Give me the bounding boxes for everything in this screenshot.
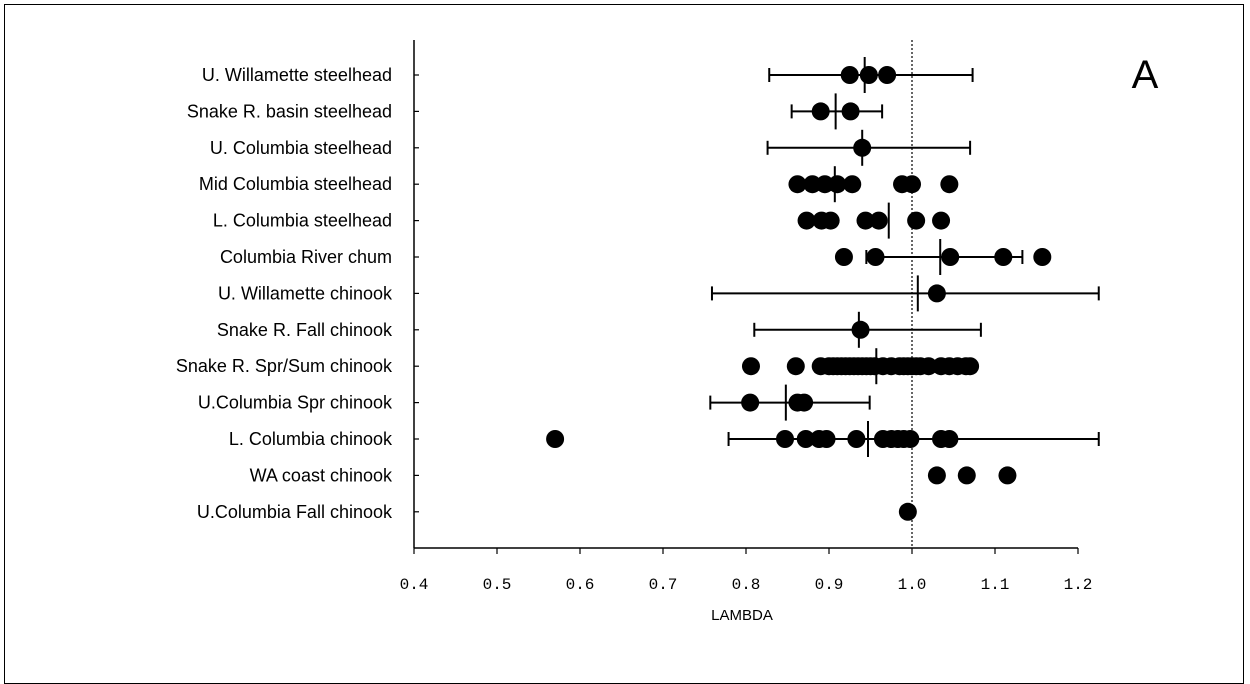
data-point <box>919 357 938 376</box>
x-tick-label: 0.6 <box>566 576 595 594</box>
data-point <box>927 466 946 485</box>
category-label: L. Columbia chinook <box>229 429 393 449</box>
data-point <box>834 248 853 266</box>
data-point <box>940 430 959 448</box>
data-point <box>940 175 959 194</box>
data-point <box>840 66 859 84</box>
category-label: U. Willamette steelhead <box>202 65 392 85</box>
category-label: U. Columbia steelhead <box>210 138 392 158</box>
x-tick-label: 1.1 <box>981 576 1010 594</box>
data-point <box>898 502 917 521</box>
data-point <box>776 430 795 448</box>
chart-frame <box>4 4 1244 684</box>
data-point <box>741 357 760 376</box>
data-point <box>866 248 885 266</box>
x-tick-label: 1.2 <box>1064 576 1093 594</box>
data-point <box>741 393 760 412</box>
x-tick-label: 0.8 <box>732 576 761 594</box>
data-point <box>843 175 862 194</box>
data-point <box>856 211 875 230</box>
data-point <box>869 211 888 230</box>
data-point <box>901 430 920 448</box>
category-label: Columbia River chum <box>220 247 392 267</box>
data-point <box>841 102 860 121</box>
data-point <box>957 466 976 485</box>
category-label: U.Columbia Spr chinook <box>198 393 393 413</box>
data-point <box>795 393 814 412</box>
data-point <box>903 175 921 194</box>
data-point <box>847 430 866 448</box>
data-point <box>546 430 565 448</box>
x-axis-label: LAMBDA <box>711 607 773 624</box>
x-tick-label: 0.9 <box>815 576 844 594</box>
category-label: U. Willamette chinook <box>218 283 393 303</box>
data-point <box>907 211 926 230</box>
data-point <box>788 175 807 194</box>
x-tick-label: 1.0 <box>898 576 927 594</box>
data-point <box>828 175 847 194</box>
data-point <box>859 66 878 84</box>
x-tick-label: 0.5 <box>483 576 512 594</box>
x-tick-label: 0.7 <box>649 576 678 594</box>
panel-label: A <box>1132 53 1159 97</box>
data-point <box>803 175 822 194</box>
data-point <box>932 211 951 230</box>
x-tick-label: 0.4 <box>400 576 429 594</box>
data-point <box>817 430 836 448</box>
data-point <box>786 357 805 376</box>
data-point <box>961 357 980 376</box>
data-point <box>821 211 840 230</box>
data-point <box>941 248 960 266</box>
data-point <box>797 211 816 230</box>
data-point <box>796 430 815 448</box>
data-point <box>927 284 946 303</box>
data-point <box>878 66 897 84</box>
category-label: Mid Columbia steelhead <box>199 174 392 194</box>
data-point <box>811 102 830 121</box>
category-label: Snake R. basin steelhead <box>187 101 392 121</box>
data-point <box>851 320 870 339</box>
data-point <box>998 466 1017 485</box>
category-label: WA coast chinook <box>250 465 393 485</box>
category-label: L. Columbia steelhead <box>213 211 392 231</box>
data-point <box>815 175 834 194</box>
category-label: U.Columbia Fall chinook <box>197 502 393 522</box>
data-point <box>994 248 1013 266</box>
category-label: Snake R. Fall chinook <box>217 320 393 340</box>
category-label: Snake R. Spr/Sum chinook <box>176 356 393 376</box>
data-point <box>1033 248 1052 266</box>
